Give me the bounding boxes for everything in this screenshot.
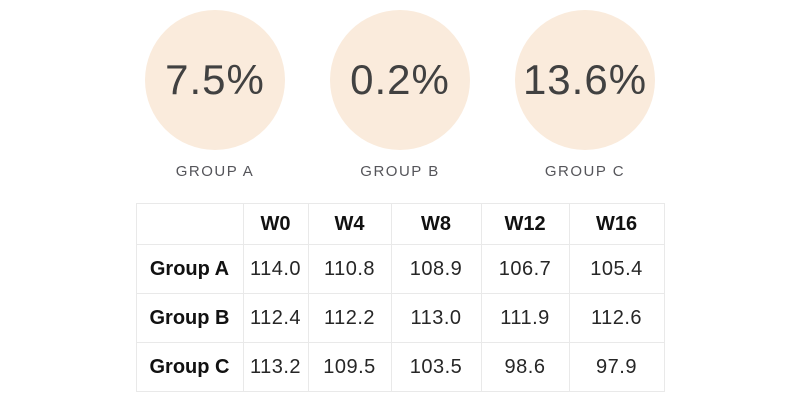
stat-circle-group-c: 13.6%	[515, 10, 655, 150]
table-row-group-a: Group A 114.0 110.8 108.9 106.7 105.4	[135, 244, 665, 294]
cell-c-w4: 109.5	[307, 342, 392, 392]
row-label-group-b: Group B	[135, 293, 244, 343]
cell-b-w12: 111.9	[480, 293, 570, 343]
cell-b-w16: 112.6	[568, 293, 665, 343]
table-row-group-c: Group C 113.2 109.5 103.5 98.6 97.9	[135, 342, 665, 392]
cell-b-w8: 113.0	[390, 293, 482, 343]
table-row-group-b: Group B 112.4 112.2 113.0 111.9 112.6	[135, 293, 665, 343]
cell-a-w16: 105.4	[568, 244, 665, 294]
table-header-w4: W4	[307, 203, 392, 245]
stat-group-c: 13.6% GROUP C	[505, 10, 665, 180]
stat-circle-group-b: 0.2%	[330, 10, 470, 150]
cell-c-w0: 113.2	[242, 342, 309, 392]
cell-a-w12: 106.7	[480, 244, 570, 294]
stat-label-group-b: GROUP B	[360, 163, 440, 180]
row-label-group-c: Group C	[135, 342, 244, 392]
cell-b-w0: 112.4	[242, 293, 309, 343]
cell-c-w16: 97.9	[568, 342, 665, 392]
stat-group-a: 7.5% GROUP A	[135, 10, 295, 180]
cell-c-w12: 98.6	[480, 342, 570, 392]
row-label-group-a: Group A	[135, 244, 244, 294]
cell-b-w4: 112.2	[307, 293, 392, 343]
stat-label-group-c: GROUP C	[544, 163, 626, 180]
stat-value-group-c: 13.6%	[522, 56, 648, 103]
stat-label-group-a: GROUP A	[175, 163, 255, 180]
table-header-w8: W8	[390, 203, 482, 245]
cell-a-w4: 110.8	[307, 244, 392, 294]
data-table: W0 W4 W8 W12 W16 Group A 114.0 110.8 108…	[135, 203, 665, 392]
stat-group-b: 0.2% GROUP B	[320, 10, 480, 180]
stat-value-group-a: 7.5%	[165, 56, 265, 103]
cell-c-w8: 103.5	[390, 342, 482, 392]
stat-circle-group-a: 7.5%	[145, 10, 285, 150]
cell-a-w8: 108.9	[390, 244, 482, 294]
table-header-w12: W12	[480, 203, 570, 245]
table-header-w0: W0	[242, 203, 309, 245]
table-header-empty	[135, 203, 244, 245]
table-header-w16: W16	[568, 203, 665, 245]
stat-value-group-b: 0.2%	[350, 56, 450, 103]
cell-a-w0: 114.0	[242, 244, 309, 294]
table-header-row: W0 W4 W8 W12 W16	[135, 203, 665, 245]
kpi-circles-row: 7.5% GROUP A 0.2% GROUP B 13.6% GROUP C	[0, 0, 800, 180]
